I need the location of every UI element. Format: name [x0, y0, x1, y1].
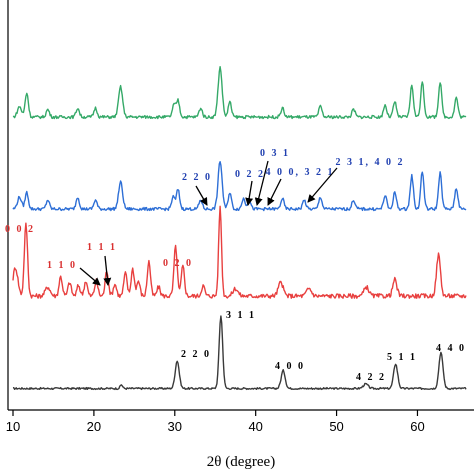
xrd-pattern-line-4 — [12, 65, 467, 120]
miller-index-label: 3 1 1 — [226, 310, 256, 321]
miller-index-label: 5 1 1 — [387, 352, 417, 363]
axes-layer — [7, 0, 474, 411]
miller-index-label: 0 2 0 — [163, 258, 193, 269]
miller-index-label: 4 2 2 — [356, 372, 386, 383]
miller-index-label: 4 4 0 — [436, 343, 466, 354]
x-tick-label: 60 — [410, 419, 424, 434]
miller-index-label: 0 2 2 — [235, 169, 265, 180]
annotation-arrow — [103, 255, 112, 286]
annotation-arrow — [254, 160, 269, 206]
x-tick-layer: 10 20 30 40 50 60 — [6, 410, 425, 434]
miller-index-label: 2 2 0 — [182, 172, 212, 183]
miller-index-label: 1 1 0 — [47, 260, 77, 271]
miller-index-label: 0 3 1 — [260, 148, 290, 159]
xrd-pattern-line-3 — [12, 160, 467, 212]
xrd-pattern-line-2 — [12, 205, 467, 299]
x-axis-label: 2θ (degree) — [207, 454, 275, 470]
x-tick-label: 20 — [87, 419, 101, 434]
annotation-arrow — [245, 180, 254, 206]
miller-index-label: 4 0 0, 3 2 1 — [266, 167, 335, 178]
annotation-layer: 2 2 0 3 1 1 4 0 0 4 2 25 1 1 4 4 0 0 0 2 1 1 0… — [5, 148, 466, 383]
annotation-arrow — [267, 178, 282, 206]
miller-index-label: 4 0 0 — [275, 361, 305, 372]
x-tick-label: 40 — [248, 419, 262, 434]
x-tick-label: 30 — [168, 419, 182, 434]
x-tick-label: 10 — [6, 419, 20, 434]
xrd-pattern-line-1 — [12, 315, 467, 391]
annotation-arrow — [307, 167, 338, 203]
miller-index-label: 2 2 0 — [181, 349, 211, 360]
miller-index-label: 0 0 2 — [5, 224, 35, 235]
annotation-arrow — [195, 185, 208, 206]
series-layer — [12, 65, 467, 391]
annotation-arrow — [79, 267, 101, 286]
miller-index-label: 1 1 1 — [87, 242, 117, 253]
miller-index-label: 2 3 1, 4 0 2 — [336, 157, 405, 168]
x-tick-label: 50 — [329, 419, 343, 434]
